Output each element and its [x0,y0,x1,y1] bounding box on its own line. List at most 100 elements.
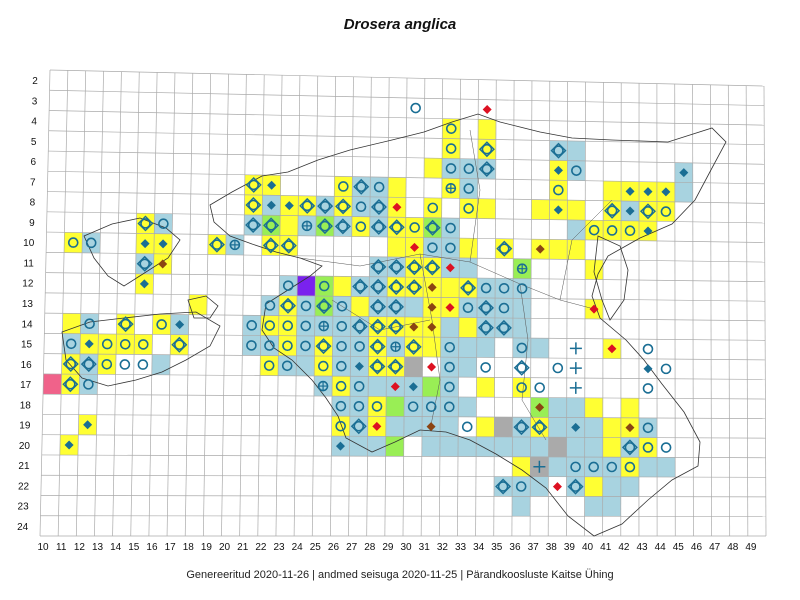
circle-marker [480,362,491,373]
blue-diamond-marker [661,187,671,197]
lightblue-cell [369,256,388,277]
yellow-cell [387,217,406,238]
brown-diamond-marker [535,244,545,254]
diamond-outline-marker [405,338,422,355]
lightblue-cell [61,333,81,354]
grid-line [45,292,765,302]
circle-marker [119,359,131,370]
circle-marker [158,218,169,230]
lightblue-cell [512,436,531,457]
circle-with-ring-marker [372,361,383,372]
circle-with-ring-marker [337,201,349,212]
circle-marker [642,422,654,434]
diamond-outline-marker [388,259,405,276]
column-label: 36 [509,542,521,553]
circle-with-ring-marker [355,181,367,193]
yellow-cell [567,239,586,260]
circle-marker [624,461,636,473]
circle-marker [336,340,347,352]
grid-line [727,85,731,537]
lightblue-cell [530,476,549,497]
red-diamond-marker [445,303,455,312]
yellow-cell [279,235,298,256]
diamond-outline-marker [335,198,352,215]
circle-marker [84,318,95,330]
lightblue-cell [511,496,531,517]
grid-line [674,83,676,537]
circle-marker [335,420,346,432]
lightblue-cell [82,232,101,254]
grid-line [46,251,765,263]
grid-line [40,515,766,517]
circle-marker [660,442,672,453]
lightblue-cell [441,237,460,258]
lightblue-cell [151,354,171,375]
diamond-outline-marker [477,319,494,336]
column-label: 31 [419,542,431,553]
green-cell [314,296,334,317]
circle-marker [516,382,527,393]
diamond-outline-marker [334,218,351,235]
circle-marker [335,380,347,392]
blue-diamond-marker [84,339,94,349]
yellow-cell [567,200,586,221]
circle-with-ring-marker [499,243,510,254]
circle-with-ring-marker [318,340,329,352]
lightblue-cell [441,158,461,179]
circle-with-ring-marker [408,281,420,293]
blue-diamond-marker [643,226,653,236]
blue-diamond-marker [139,279,149,289]
grid-line [293,75,301,537]
grid-line [529,80,533,537]
circle-marker [263,360,275,371]
lightblue-cell [422,396,441,417]
brown-diamond-marker [427,302,437,312]
lightblue-cell [279,275,298,296]
circle-marker [355,221,367,232]
diamond-outline-marker [639,203,656,220]
lightblue-cell [476,436,495,457]
grid-line [45,272,765,283]
cross-marker [569,381,582,394]
column-label: 15 [128,542,140,553]
mainland-coastline [209,113,727,537]
lightblue-cell [135,253,154,274]
cross-line-marker [318,321,329,332]
lightblue-cell [530,338,549,359]
yellow-cell [422,337,441,358]
diamond-outline-marker [478,161,495,178]
lightblue-cell [351,196,371,217]
green-cell [385,396,405,417]
circle-with-ring-marker [498,322,510,334]
lightblue-cell [494,436,513,457]
yellow-cell [279,215,299,236]
column-label: 43 [636,542,648,553]
cross-marker [569,342,582,355]
circle-marker [355,201,367,213]
grid-line [41,474,766,478]
lightblue-cell [602,496,621,517]
yellow-cell [278,315,297,336]
row-label: 12 [22,279,34,290]
circle-marker [444,381,455,393]
red-diamond-marker [445,263,455,273]
yellow-cell [585,220,604,241]
lightblue-cell [602,457,621,477]
grid-line [43,393,766,400]
column-label: 23 [273,542,285,553]
lightblue-cell [494,298,514,319]
column-label: 16 [146,542,158,553]
lightblue-cell [386,296,406,317]
circle-with-ring-marker [140,218,151,229]
yellow-cell [459,277,478,298]
diamond-outline-marker [495,478,512,495]
green-cell [315,216,335,237]
yellow-cell [350,296,370,317]
column-label: 18 [183,542,195,553]
lightblue-cell [567,140,586,161]
blue-diamond-marker [408,382,418,392]
grid-map: 10 11 12 13 14 15 16 17 18 19 20 21 22 23 24 25 26 27 28 29… [17,69,767,553]
diamond-outline-marker [80,356,97,373]
row-label: 10 [23,238,35,249]
lightblue-cell [296,355,315,376]
